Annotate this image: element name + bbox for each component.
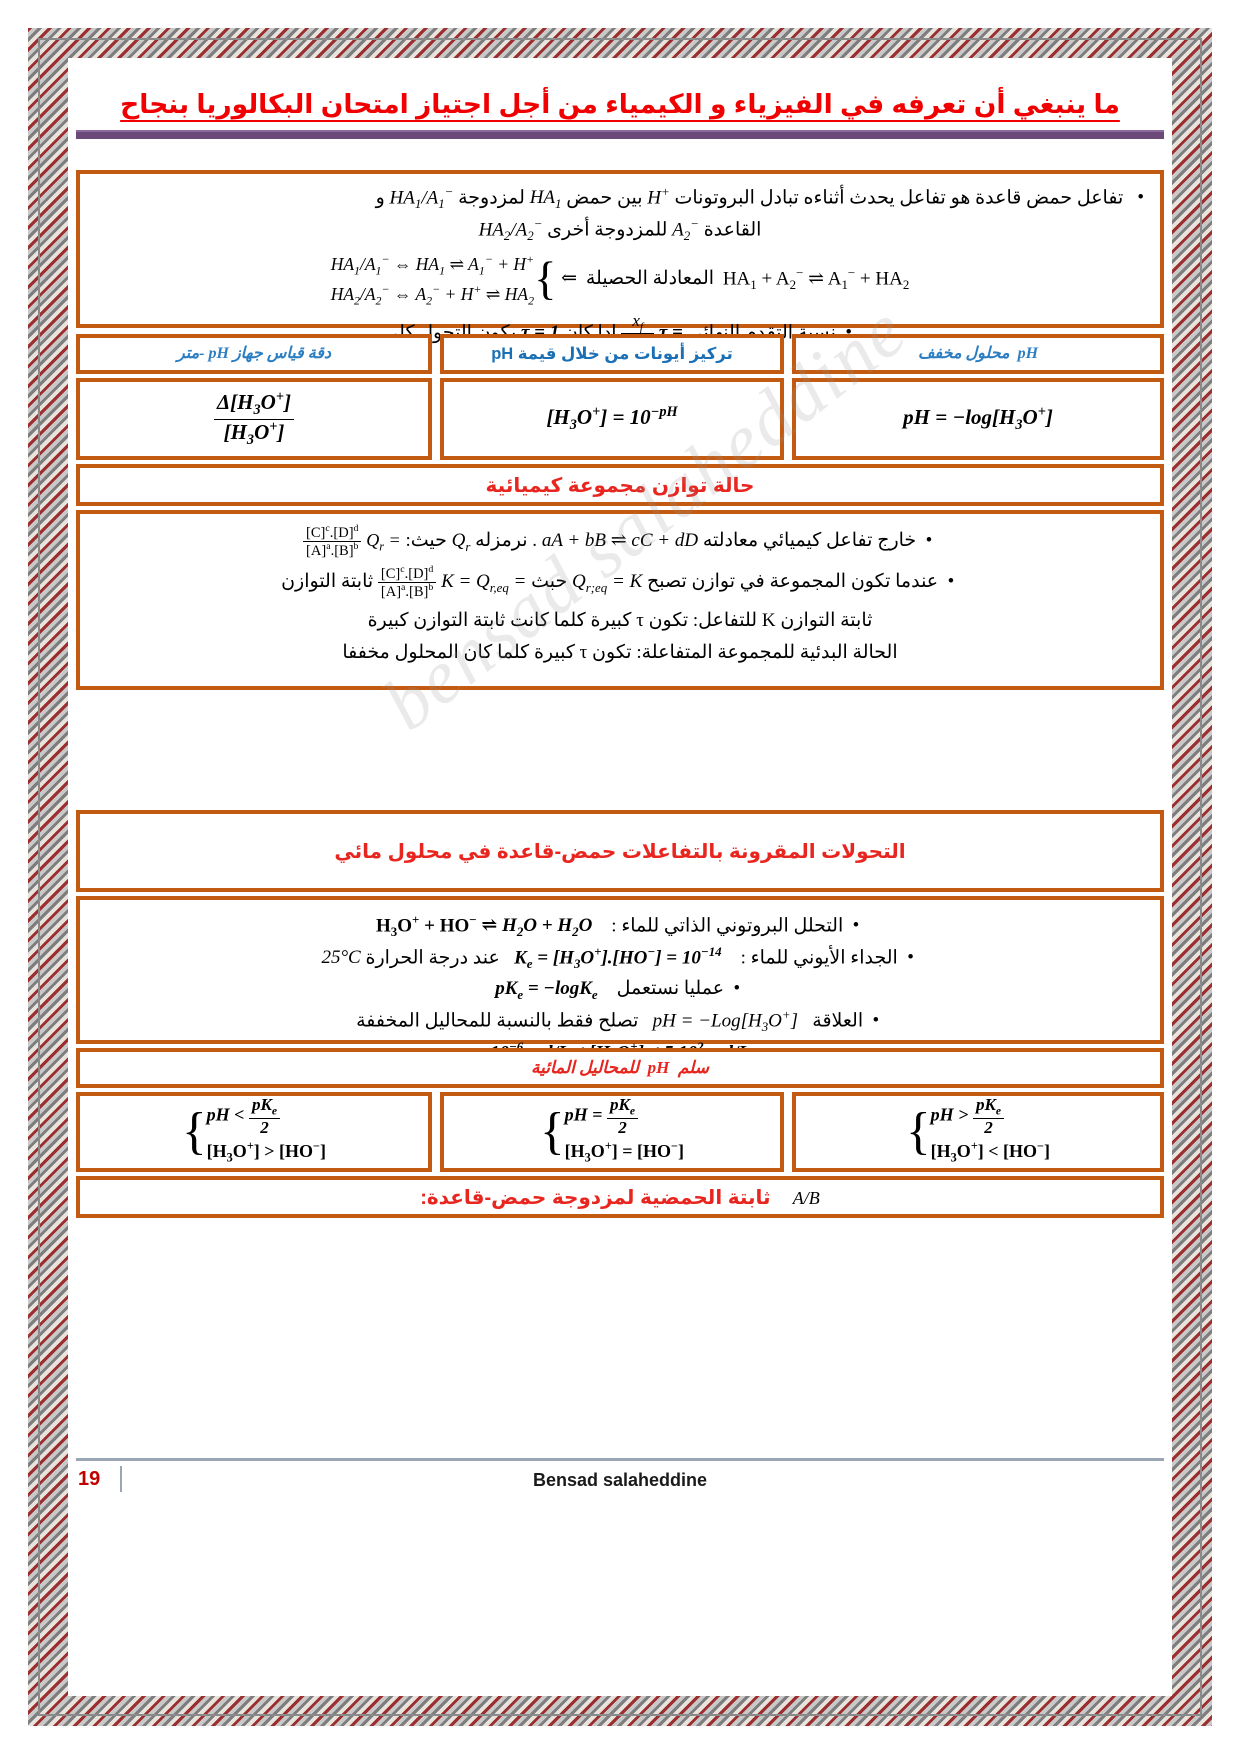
ph-basic-formula: { pH < pKe 2 [H3O+] > [HO−] [181, 1095, 327, 1165]
section2-bullets: خارج تفاعل كيميائي معادلته aA + bB ⇌ cC … [96, 523, 1144, 667]
table1-formula-cell-1: pH = −log[H3O+] [792, 378, 1164, 460]
section3-header: التحولات المقرونة بالتفاعلات حمض-قاعدة ف… [334, 840, 906, 863]
bullet-reaction-quotient: خارج تفاعل كيميائي معادلته aA + bB ⇌ cC … [96, 523, 1144, 559]
page-sheet: bensad salaheddine ما ينبغي أن تعرفه في … [68, 58, 1172, 1696]
table1-formula-cell-3: Δ[H3O+] [H3O+] [76, 378, 432, 460]
bullet-equilibrium-constant: عندما تكون المجموعة في توازن تصبح Qr;eq … [96, 564, 1144, 600]
section4-header: سلم pH للمحاليل المائية [530, 1058, 710, 1077]
reaction-system-line: HA1 + A2− ⇌ A1− + HA2 المعادلة الحصيلة ⇐… [330, 252, 910, 308]
bullet-dot-icon [1128, 183, 1144, 212]
table1-header-label-3: دقة قياس جهاز pH -متر [176, 345, 332, 362]
section5-header: A/B ثابتة الحمضية لمزدوجة حمض-قاعدة: [420, 1186, 820, 1209]
bullet-pke: عمليا نستعمل pKe = −logKe [96, 974, 1144, 1005]
bullet-dot-icon [868, 1006, 884, 1035]
page-number: 19 [78, 1468, 101, 1490]
ph-acidic-formula: { pH > pKe 2 [H3O+] < [HO−] [905, 1095, 1051, 1165]
section2-header-band: حالة توازن مجموعة كيميائية [76, 464, 1164, 506]
formula-concentration: [H3O+] = 10−pH [546, 403, 678, 434]
bullet-initial-state: الحالة البدئية للمجموعة المتفاعلة: تكون … [342, 641, 898, 663]
table1-header-cell-2: تركيز أيونات من خلال قيمة pH [440, 334, 784, 374]
ph-scale-cell-acidic: { pH > pKe 2 [H3O+] < [HO−] [792, 1092, 1164, 1172]
acid-base-bullets: تفاعل حمض قاعدة هو تفاعل يحدث أثناءه تبا… [96, 182, 1144, 356]
section5-header-band: A/B ثابتة الحمضية لمزدوجة حمض-قاعدة: [76, 1176, 1164, 1218]
footer-divider [76, 1458, 1164, 1461]
section4-header-band: سلم pH للمحاليل المائية [76, 1048, 1164, 1088]
section3-header-box: التحولات المقرونة بالتفاعلات حمض-قاعدة ف… [76, 810, 1164, 892]
footer-separator [120, 1466, 122, 1492]
page-title: ما ينبغي أن تعرفه في الفيزياء و الكيمياء… [120, 89, 1120, 119]
ph-neutral-formula: { pH = pKe 2 [H3O+] = [HO−] [539, 1095, 685, 1165]
page-footer: 19 Bensad salaheddine [68, 1458, 1172, 1518]
bullet-dot-icon [729, 974, 745, 1003]
table1-header-cell-1: pH محلول مخفف [792, 334, 1164, 374]
bullet-dot-icon [921, 526, 937, 555]
bullet-dot-icon [903, 943, 919, 972]
table1-header-cell-3: دقة قياس جهاز pH -متر [76, 334, 432, 374]
title-divider [76, 130, 1164, 139]
section2-body-box: خارج تفاعل كيميائي معادلته aA + bB ⇌ cC … [76, 510, 1164, 690]
formula-ph-definition: pH = −log[H3O+] [903, 403, 1053, 434]
bullet-dot-icon [848, 911, 864, 940]
page-title-wrap: ما ينبغي أن تعرفه في الفيزياء و الكيمياء… [68, 88, 1172, 121]
section2-header: حالة توازن مجموعة كيميائية [485, 474, 755, 497]
bullet-acid-base-def: تفاعل حمض قاعدة هو تفاعل يحدث أثناءه تبا… [96, 182, 1144, 214]
acid-base-definition-box: تفاعل حمض قاعدة هو تفاعل يحدث أثناءه تبا… [76, 170, 1164, 355]
ph-scale-cell-basic: { pH < pKe 2 [H3O+] > [HO−] [76, 1092, 432, 1172]
table1-header-label-2: تركيز أيونات من خلال قيمة pH [491, 344, 733, 363]
bullet-acid-base-def-line2: القاعدة A2− للمزدوجة أخرى HA2/A2− [478, 216, 762, 244]
table1-formula-cell-2: [H3O+] = 10−pH [440, 378, 784, 460]
bullet-ionic-product: الجداء الأيوني للماء : Ke = [H3O+].[HO−]… [96, 942, 1144, 974]
footer-author: Bensad salaheddine [532, 1470, 708, 1490]
bullet-autoprotolysis: التحلل البروتوني الذاتي للماء : H2O + H2… [96, 910, 1144, 942]
bullet-dot-icon [943, 567, 959, 596]
ph-scale-cell-neutral: { pH = pKe 2 [H3O+] = [HO−] [440, 1092, 784, 1172]
bullet-k-effect: ثابتة التوازن K للتفاعل: تكون τ كبيرة كل… [367, 610, 873, 632]
formula-ph-precision: Δ[H3O+] [H3O+] [80, 382, 428, 456]
bullet-ph-validity: العلاقة pH = −Log[H3O+] تصلح فقط بالنسبة… [96, 1005, 1144, 1037]
section3-bullets: التحلل البروتوني الذاتي للماء : H2O + H2… [96, 910, 1144, 1069]
table1-header-label-1: pH محلول مخفف [917, 345, 1039, 362]
section3-body-box: التحلل البروتوني الذاتي للماء : H2O + H2… [76, 896, 1164, 1066]
